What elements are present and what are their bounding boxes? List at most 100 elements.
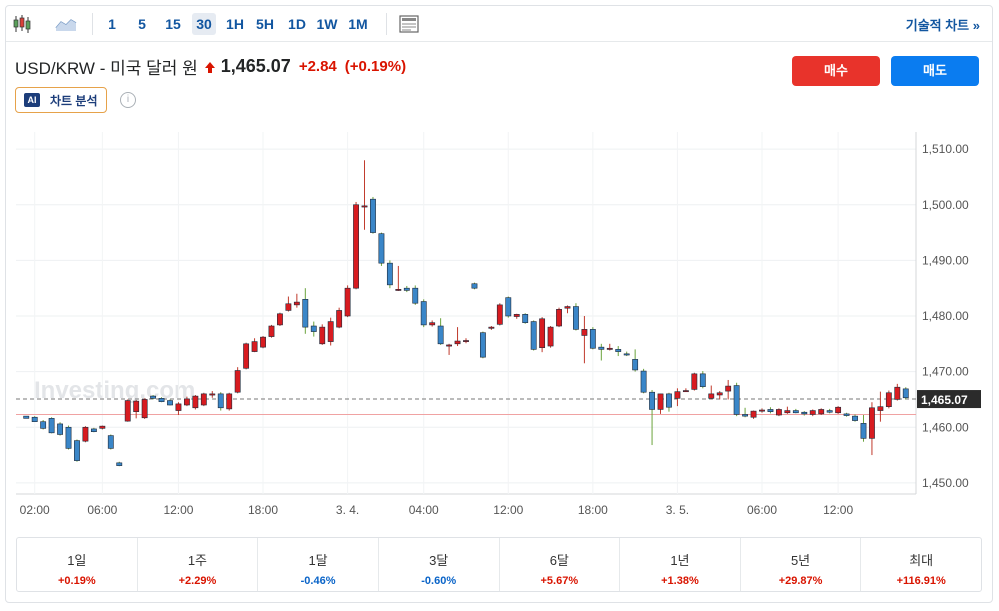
timeframe-1w[interactable]: 1W — [316, 16, 338, 32]
x-tick-label: 12:00 — [163, 503, 193, 517]
candle-body — [725, 385, 732, 392]
timeframe-1m[interactable]: 1M — [348, 16, 368, 32]
candle-body — [716, 392, 723, 396]
candle-body — [344, 287, 351, 317]
area-chart-icon[interactable] — [54, 12, 78, 36]
candle-body — [158, 398, 165, 402]
timeframe-5[interactable]: 5 — [138, 16, 146, 32]
candle-body — [192, 395, 199, 409]
chart-widget: 1 5 15 30 1H 5H 1D 1W 1M 기술적 차트 » USD/KR… — [5, 5, 993, 603]
candle-body — [209, 393, 216, 396]
timeframe-1h[interactable]: 1H — [226, 16, 244, 32]
performance-label: 3달 — [429, 553, 449, 568]
candle-body — [403, 287, 410, 291]
candle-body — [539, 318, 546, 349]
candle-body — [708, 393, 715, 399]
candle-body — [479, 332, 486, 358]
performance-value: +116.91% — [896, 575, 946, 587]
candle-body — [496, 304, 503, 325]
candle-body — [429, 322, 436, 326]
ai-chart-analysis-button[interactable]: AI 차트 분석 — [15, 87, 107, 113]
candle-body — [792, 410, 799, 414]
candle-body — [74, 440, 80, 461]
x-tick-label: 12:00 — [493, 503, 523, 517]
performance-period-6[interactable]: 5년 +29.87% — [741, 538, 862, 591]
buy-button[interactable]: 매수 — [792, 56, 880, 86]
performance-strip: 1일 +0.19% 1주 +2.29% 1달 -0.46% 3달 -0.60% 6달 +5.67%… — [16, 537, 982, 592]
y-tick-label: 1,470.00 — [922, 365, 969, 379]
x-tick-label: 02:00 — [20, 503, 50, 517]
timeframe-1[interactable]: 1 — [108, 16, 116, 32]
candle-body — [860, 423, 867, 439]
candle-body — [48, 418, 55, 434]
timeframe-15[interactable]: 15 — [165, 16, 181, 32]
candle-body — [775, 409, 782, 416]
candle-body — [99, 425, 106, 429]
performance-period-1[interactable]: 1주 +2.29% — [138, 538, 259, 591]
candle-body — [835, 406, 842, 414]
candle-body — [260, 336, 266, 348]
timeframe-5h[interactable]: 5H — [256, 16, 274, 32]
performance-period-4[interactable]: 6달 +5.67% — [500, 538, 621, 591]
candle-body — [124, 400, 131, 422]
candle-body — [293, 301, 300, 306]
candle-body — [370, 198, 376, 233]
candle-body — [657, 393, 664, 410]
candle-body — [522, 314, 529, 323]
sell-button[interactable]: 매도 — [891, 56, 979, 86]
candle-body — [243, 343, 250, 369]
performance-value: +29.87% — [778, 575, 823, 587]
candlestick-icon[interactable] — [10, 12, 34, 36]
candle-body — [234, 370, 241, 393]
candle-body — [581, 329, 588, 336]
candle-body — [556, 309, 562, 327]
performance-value: +5.67% — [540, 575, 579, 587]
ai-analysis-label: 차트 분석 — [50, 93, 98, 108]
last-price-tag — [917, 390, 981, 409]
candle-body — [564, 306, 571, 309]
toolbar-divider — [92, 13, 93, 35]
candle-body — [513, 314, 520, 317]
last-price-tag-label: 1,465.07 — [921, 393, 968, 407]
candle-body — [869, 407, 875, 439]
performance-label: 1년 — [670, 553, 690, 568]
candle-body — [57, 423, 63, 435]
x-tick-label: 3. 4. — [336, 503, 359, 517]
candle-body — [90, 428, 97, 433]
candle-body — [471, 283, 478, 289]
candlestick-chart[interactable]: Investing.com 1,510.00 1,500.00 1,490.00 1,… — [16, 132, 982, 526]
candle-body — [302, 299, 309, 328]
news-overlay-icon[interactable] — [397, 12, 421, 36]
y-tick-label: 1,460.00 — [922, 420, 969, 434]
performance-period-7[interactable]: 최대 +116.91% — [861, 538, 981, 591]
performance-label: 6달 — [549, 553, 569, 568]
candle-body — [682, 390, 689, 393]
candle-body — [733, 385, 740, 415]
performance-value: +1.38% — [661, 575, 699, 587]
performance-label: 최대 — [909, 553, 934, 568]
candle-body — [65, 426, 72, 449]
info-icon[interactable]: i — [120, 92, 136, 108]
performance-period-3[interactable]: 3달 -0.60% — [379, 538, 500, 591]
performance-label: 5년 — [790, 553, 811, 568]
y-tick-label: 1,500.00 — [922, 198, 969, 212]
candle-body — [361, 205, 368, 208]
candle-body — [598, 346, 605, 350]
last-price: 1,465.07 — [220, 55, 291, 76]
timeframe-1d[interactable]: 1D — [288, 16, 306, 32]
timeframe-30[interactable]: 30 — [192, 13, 216, 35]
technical-chart-link[interactable]: 기술적 차트 » — [905, 18, 980, 33]
candle-body — [852, 415, 858, 421]
candle-body — [801, 411, 808, 415]
candle-body — [412, 287, 419, 304]
candle-body — [759, 409, 765, 412]
candle-body — [437, 325, 444, 345]
x-tick-label: 12:00 — [823, 503, 853, 517]
performance-period-2[interactable]: 1달 -0.46% — [258, 538, 379, 591]
performance-period-5[interactable]: 1년 +1.38% — [620, 538, 741, 591]
performance-value: +0.19% — [58, 575, 96, 587]
price-change-percent: (+0.19%) — [344, 57, 407, 75]
price-change: +2.84 — [298, 57, 337, 75]
performance-period-0[interactable]: 1일 +0.19% — [17, 538, 138, 591]
candle-body — [285, 303, 292, 311]
